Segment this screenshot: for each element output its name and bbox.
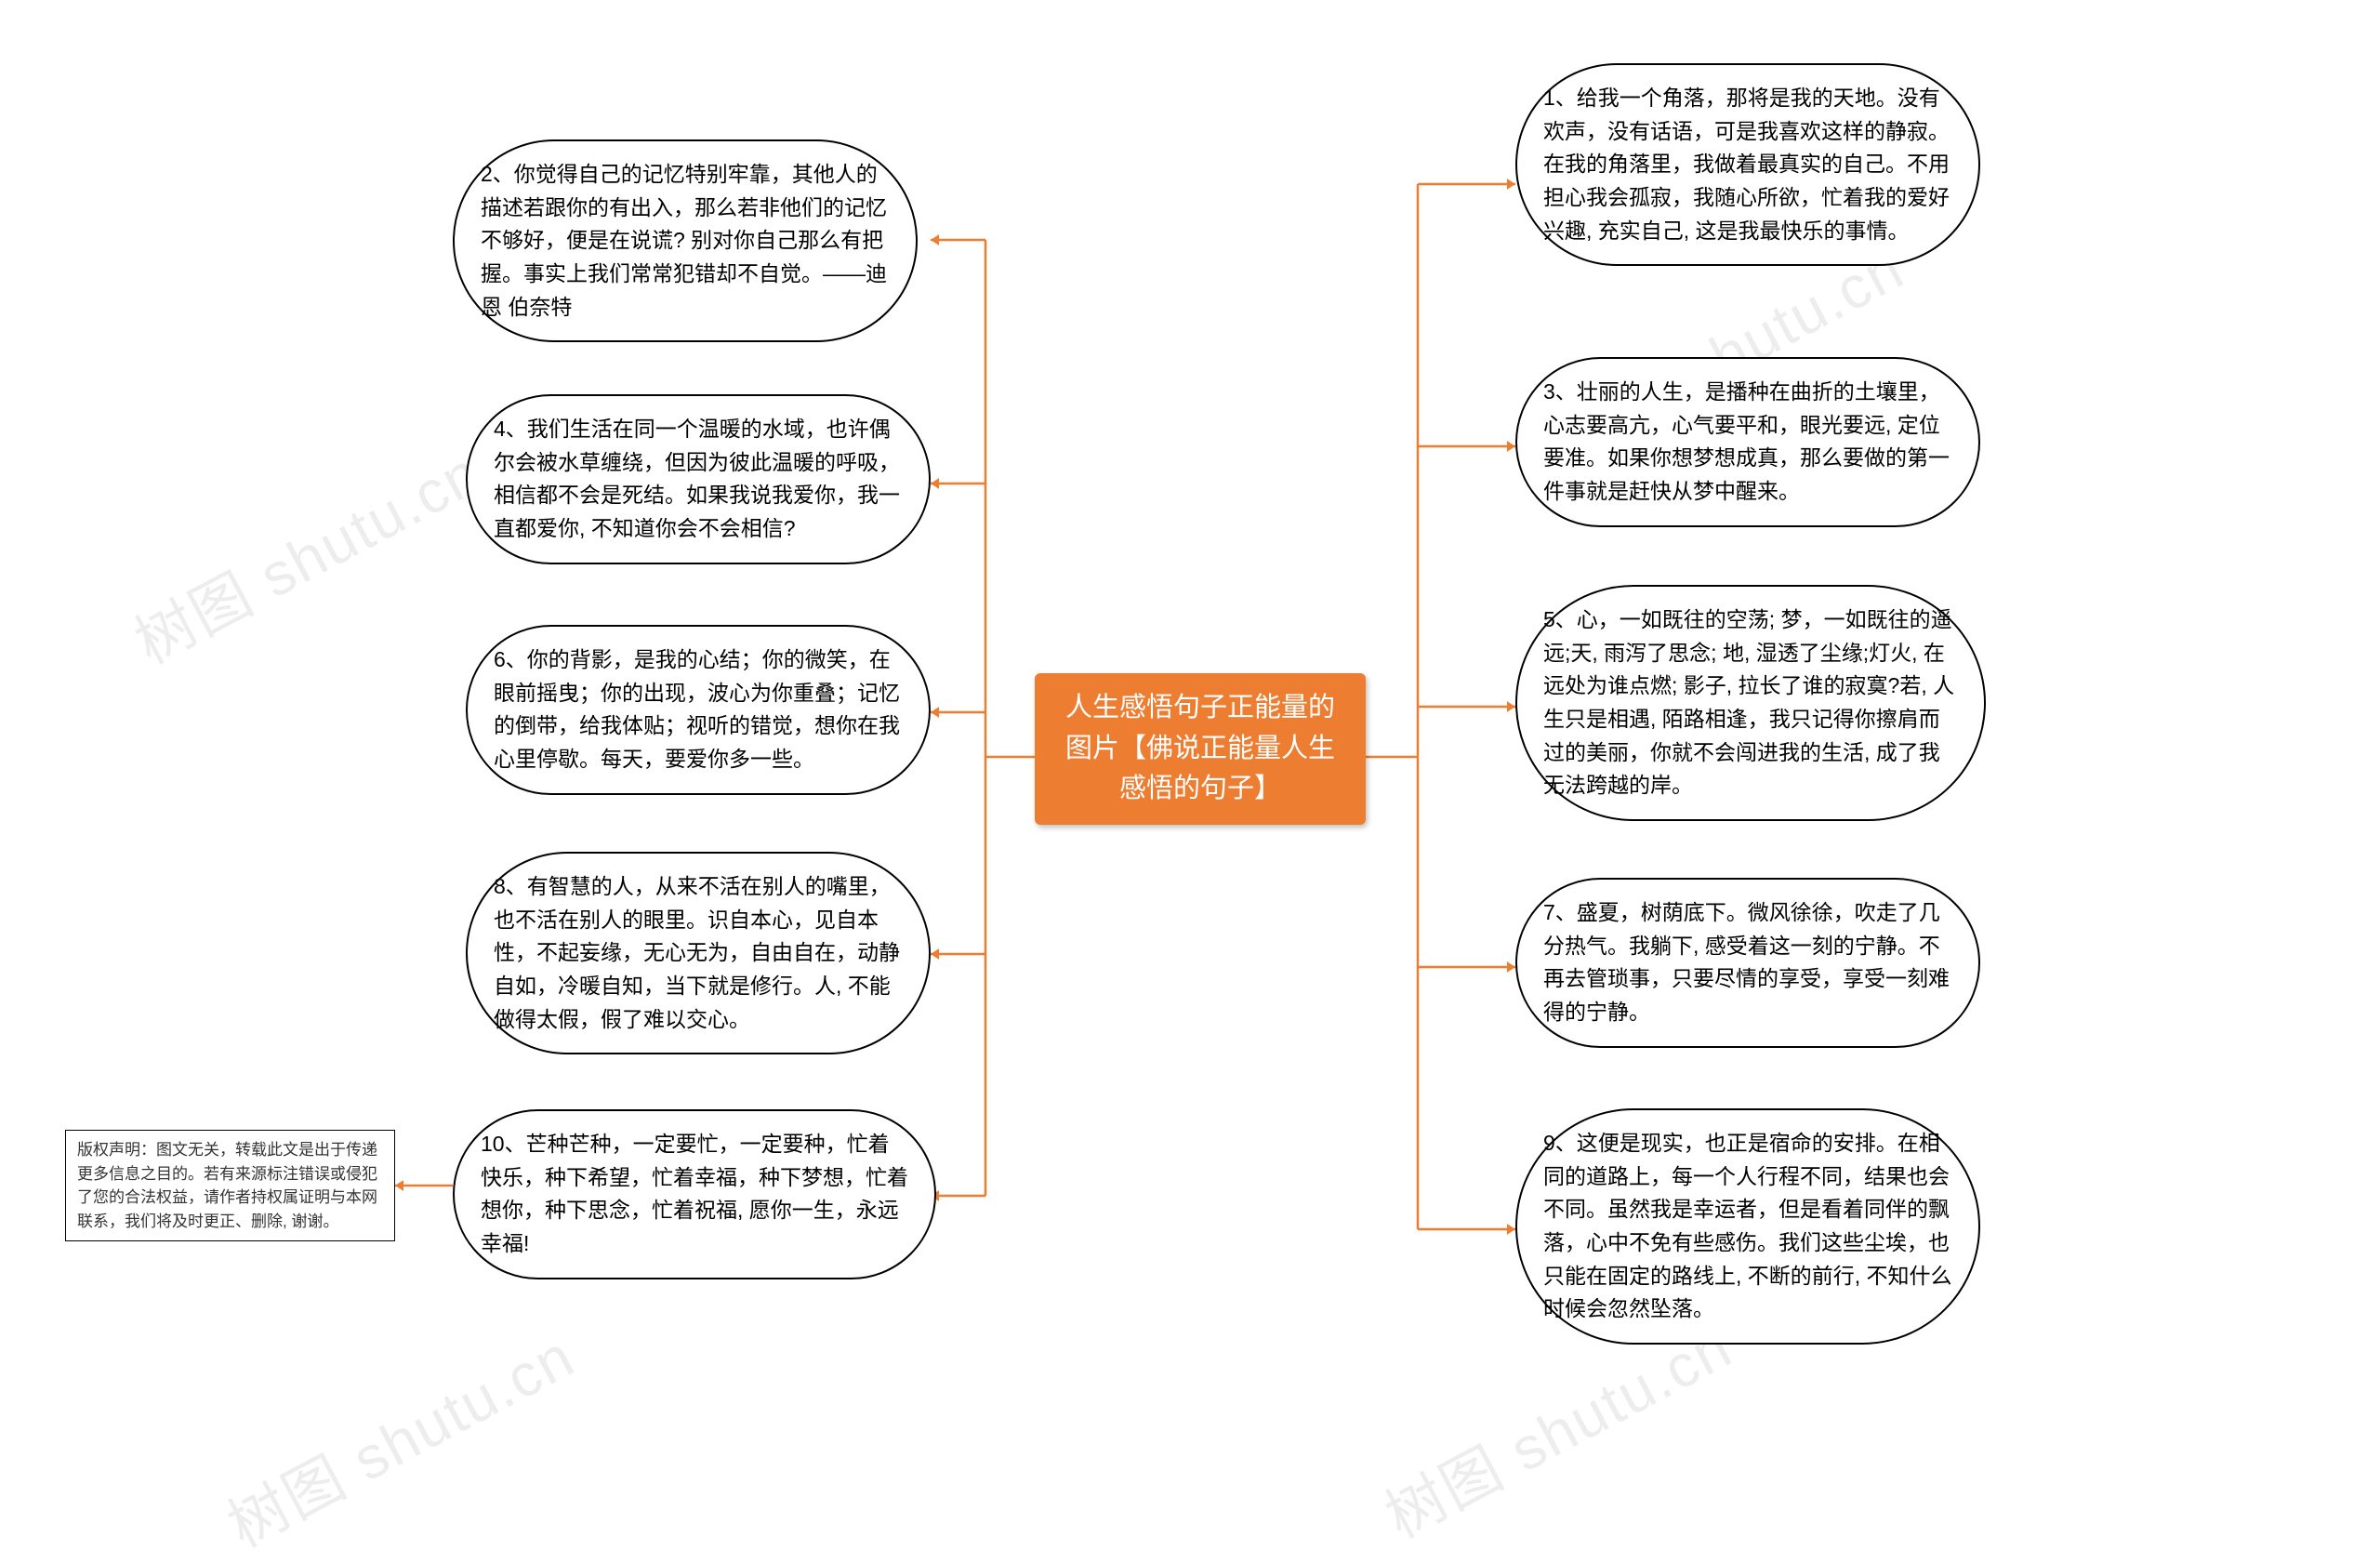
watermark: 树图 shutu.cn [211,1309,588,1564]
watermark: 树图 shutu.cn [118,426,495,681]
node-2: 2、你觉得自己的记忆特别牢靠，其他人的描述若跟你的有出入，那么若非他们的记忆不够… [453,139,918,342]
node-9: 9、这便是现实，也正是宿命的安排。在相同的道路上，每一个人行程不同，结果也会不同… [1515,1108,1980,1345]
node-4: 4、我们生活在同一个温暖的水域，也许偶尔会被水草缠绕，但因为彼此温暖的呼吸，相信… [466,394,931,564]
node-1: 1、给我一个角落，那将是我的天地。没有欢声，没有话语，可是我喜欢这样的静寂。在我… [1515,63,1980,266]
node-3: 3、壮丽的人生，是播种在曲折的土壤里，心志要高亢，心气要平和，眼光要远, 定位要… [1515,357,1980,527]
copyright-note: 版权声明：图文无关，转载此文是出于传递更多信息之目的。若有来源标注错误或侵犯了您… [65,1130,395,1241]
node-10: 10、芒种芒种，一定要忙，一定要种，忙着快乐，种下希望，忙着幸福，种下梦想，忙着… [453,1109,936,1279]
node-7: 7、盛夏，树荫底下。微风徐徐，吹走了几分热气。我躺下, 感受着这一刻的宁静。不再… [1515,878,1980,1048]
node-5: 5、心，一如既往的空荡; 梦，一如既往的遥远;天, 雨泻了思念; 地, 湿透了尘… [1515,585,1986,821]
center-node: 人生感悟句子正能量的图片【佛说正能量人生感悟的句子】 [1035,673,1366,825]
mindmap-canvas: 树图 shutu.cn 树图 shutu.cn 树图 shutu.cn 树图 s… [0,0,2380,1505]
node-6: 6、你的背影，是我的心结；你的微笑，在眼前摇曳；你的出现，波心为你重叠；记忆的倒… [466,625,931,795]
node-8: 8、有智慧的人，从来不活在别人的嘴里，也不活在别人的眼里。识自本心，见自本性，不… [466,852,931,1054]
